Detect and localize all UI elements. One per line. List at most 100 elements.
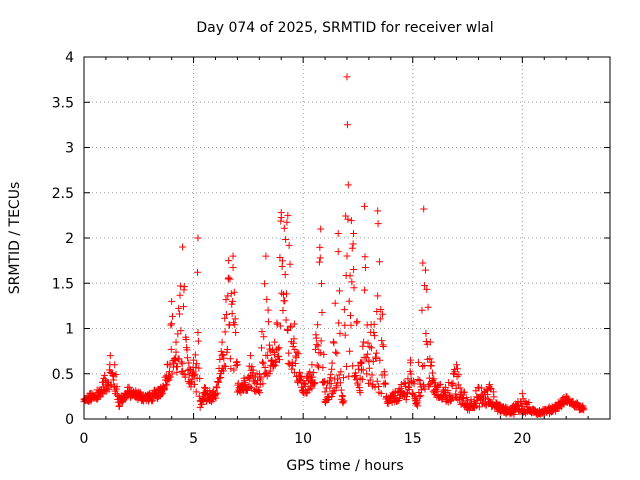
data-point [445,379,452,386]
y-tick-label: 0.5 [52,367,74,383]
y-tick-label: 1 [65,322,74,338]
data-point [375,220,382,227]
data-point [317,349,324,356]
data-point [335,230,342,237]
data-point [232,315,239,322]
data-point [283,290,290,297]
data-point [221,315,228,322]
x-axis-label: GPS time / hours [286,458,403,474]
data-point [177,327,184,334]
data-point [175,305,182,312]
data-point [418,307,425,314]
data-point [327,371,334,378]
data-point [320,351,327,358]
y-tick-label: 2 [65,231,74,247]
data-point [194,329,201,336]
data-point [332,349,339,356]
data-point [329,360,336,367]
data-point [283,219,290,226]
chart-title: Day 074 of 2025, SRMTID for receiver wla… [196,20,493,36]
data-point [429,369,436,376]
data-point [176,311,183,318]
data-point [350,240,357,247]
y-tick-labels: 0 0.5 1 1.5 2 2.5 3 3.5 4 [52,50,74,428]
data-point [370,329,377,336]
data-point [361,287,368,294]
data-point [360,366,367,373]
data-point [335,320,342,327]
data-point [169,313,176,320]
data-point [371,321,378,328]
y-tick-label: 3 [65,141,74,157]
data-point [419,259,426,266]
data-point [457,385,464,392]
data-point [345,181,352,188]
data-point [192,351,199,358]
data-point [380,343,387,350]
data-point [229,310,236,317]
data-point [286,242,293,249]
data-point [274,321,281,328]
data-markers [81,73,588,418]
data-point [265,307,272,314]
data-point [222,328,229,335]
data-point [230,264,237,271]
data-point [415,359,422,366]
data-point [260,360,267,367]
data-point [382,381,389,388]
y-tick-label: 4 [65,50,74,66]
data-point [313,341,320,348]
data-point [346,298,353,305]
data-point [281,225,288,232]
data-point [344,121,351,128]
data-point [280,307,287,314]
x-tick-label: 10 [294,431,312,447]
y-axis-label: SRMTID / TECUs [7,182,23,295]
data-point [368,344,375,351]
y-tick-label: 0 [65,412,74,428]
data-point [373,350,380,357]
data-point [359,343,366,350]
data-point [275,345,282,352]
data-point [278,209,285,216]
data-point [344,253,351,260]
data-point [283,316,290,323]
data-point [362,264,369,271]
x-tick-label: 5 [189,431,198,447]
data-point [111,361,118,368]
data-point [174,330,181,337]
data-point [345,373,352,380]
data-point [173,339,180,346]
data-point [225,257,232,264]
data-point [107,352,114,359]
data-point [232,329,239,336]
data-point [258,344,265,351]
data-point [419,363,426,370]
data-point [167,322,174,329]
y-tick-label: 3.5 [52,95,74,111]
data-point [317,254,324,261]
data-point [346,348,353,355]
data-point [285,350,292,357]
x-tick-label: 20 [513,431,531,447]
data-point [227,355,234,362]
data-point [378,337,385,344]
data-point [368,371,375,378]
data-point [347,272,354,279]
data-point [336,330,343,337]
data-point [376,258,383,265]
x-tick-label: 15 [404,431,422,447]
data-point [374,207,381,214]
data-point [181,283,188,290]
data-point [374,292,381,299]
data-point [176,292,183,299]
data-point [177,282,184,289]
data-point [328,366,335,373]
data-point [263,296,270,303]
data-point [260,333,267,340]
data-point [329,389,336,396]
data-point [280,291,287,298]
data-point [247,352,254,359]
data-point [308,361,315,368]
data-point [318,280,325,287]
